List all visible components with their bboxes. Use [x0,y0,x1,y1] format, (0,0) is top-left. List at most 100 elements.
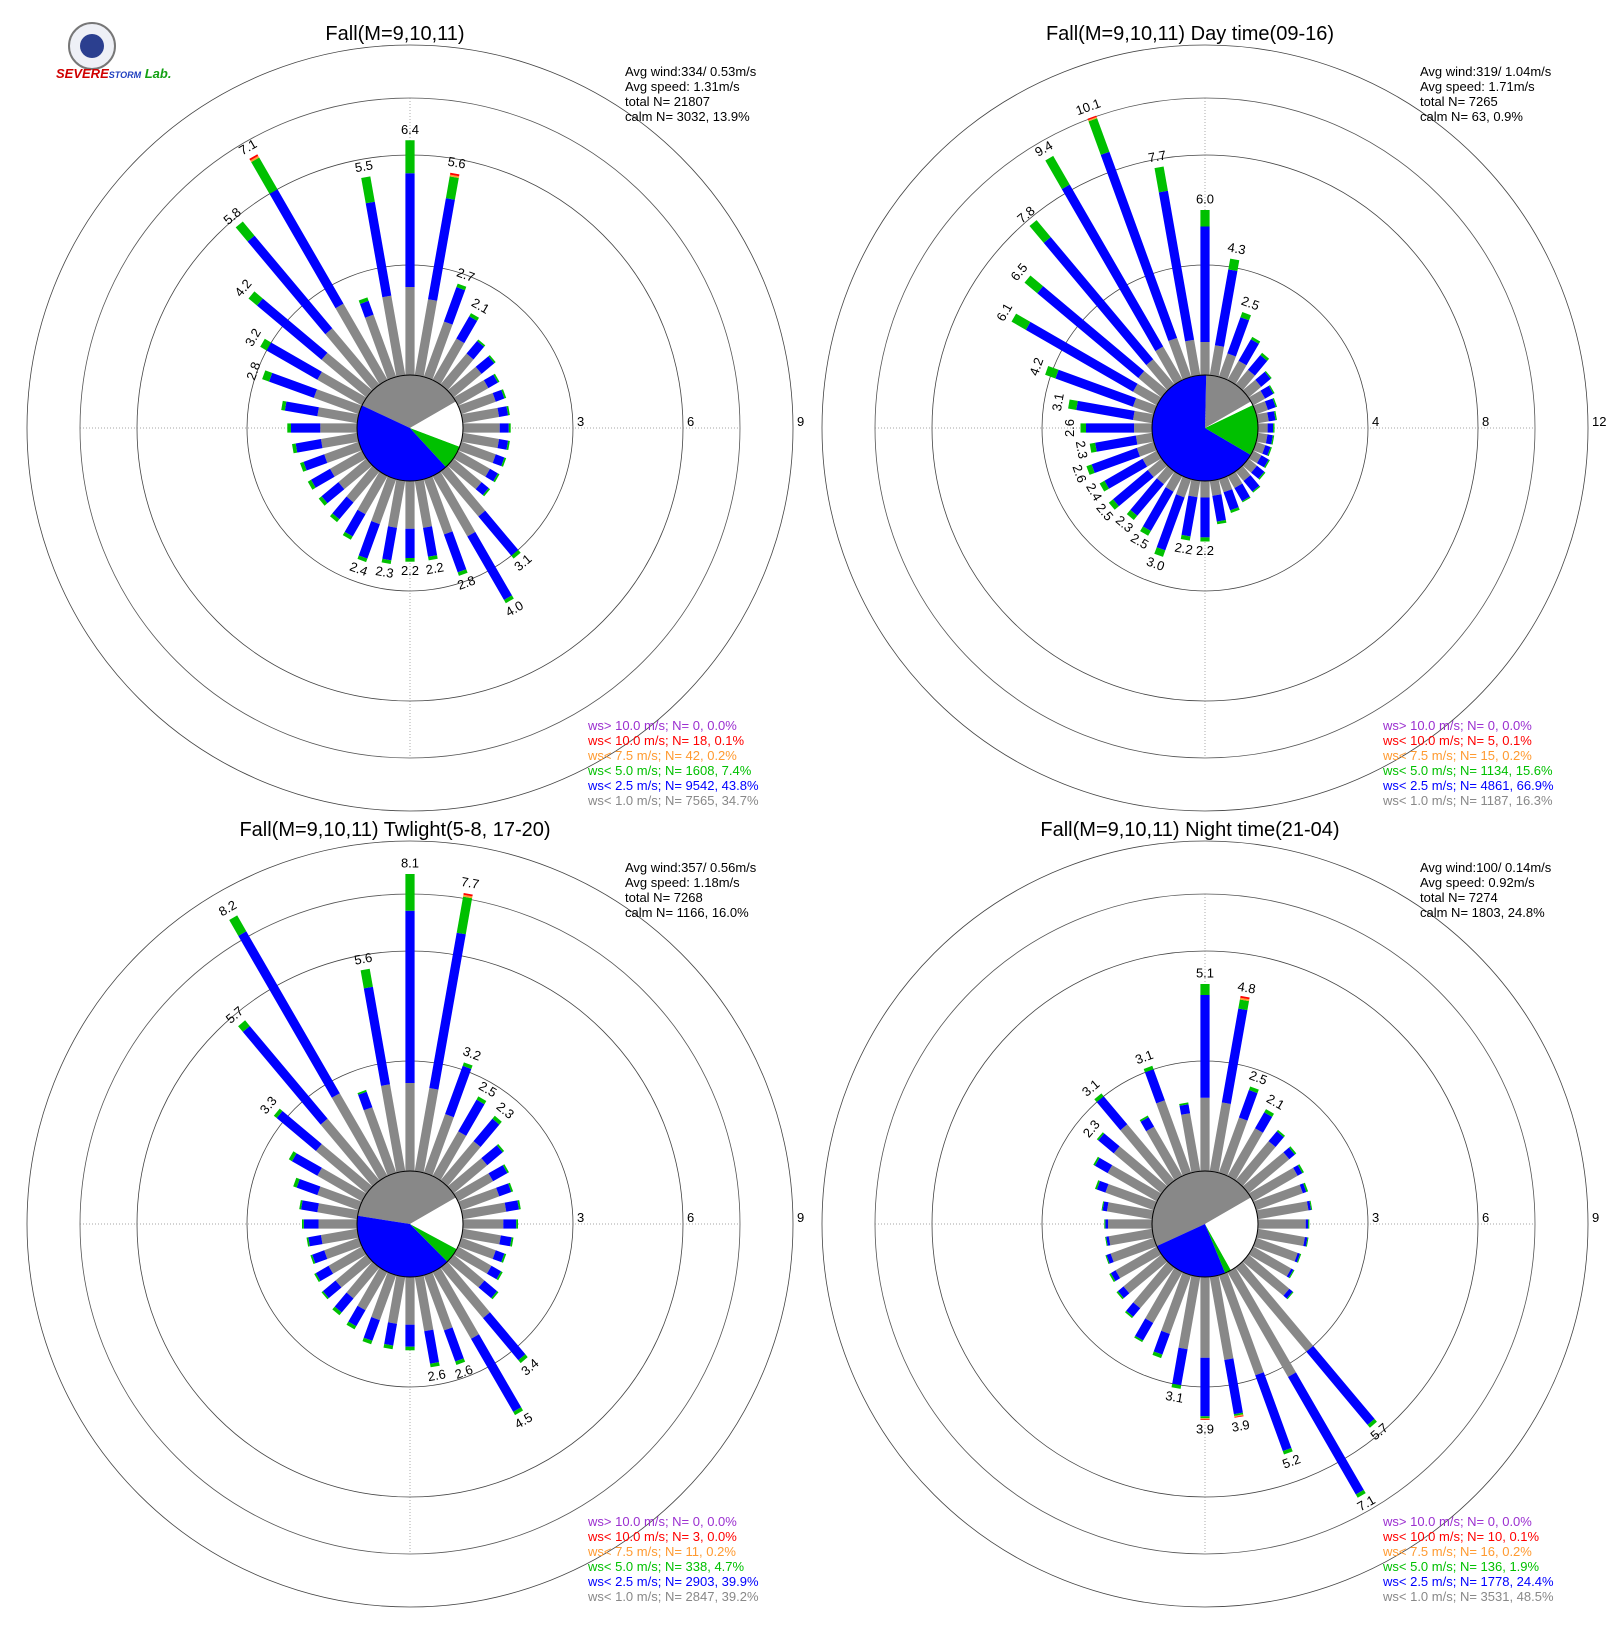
bar-label: 4.2 [1026,356,1046,378]
stats-line: Avg wind:357/ 0.56m/s [625,860,757,875]
bar-segment-green [293,1177,300,1188]
bar-segment-green [292,443,298,454]
bar-label: 2.2 [425,559,445,577]
bar-segment-blue [486,1265,502,1280]
bar-segment-green [1125,1310,1134,1319]
bar-segment-gray [1156,1100,1192,1176]
bar-segment-blue [1303,1237,1308,1247]
bar-segment-blue [1153,1330,1170,1355]
bar-segment-blue [315,1265,334,1282]
bar-segment-green [506,440,510,450]
bar-segment-green [1200,537,1210,542]
bar-label: 2.6 [1062,419,1077,437]
bar-segment-blue [1106,1253,1114,1264]
bar-segment-gray [1218,476,1233,493]
bar-segment-blue [443,287,466,325]
bar-segment-gray [1253,1237,1298,1262]
lab-seal-icon [68,22,116,70]
legend-entry: ws< 5.0 m/s; N= 338, 4.7% [587,1559,745,1574]
bar-segment-green [1108,499,1119,510]
bar-segment-blue [499,423,509,433]
ring-label: 3 [1372,1210,1379,1225]
ring-label: 3 [577,1210,584,1225]
bar-segment-gray [1248,390,1266,406]
bar-segment-blue [284,401,319,417]
bar-segment-gray [317,371,367,406]
bar-segment-green [1180,534,1191,541]
bar-segment-blue [1098,1133,1120,1154]
bar-segment-blue [1306,1200,1312,1211]
bar-segment-green [1105,1255,1110,1264]
bar-segment-green [299,1200,303,1210]
bar-segment-gray [1209,479,1222,496]
bar-segment-blue [429,932,466,1090]
bar-segment-gray [1227,1128,1263,1181]
bar-segment-gray [453,450,490,477]
panel-title: Fall(M=9,10,11) Night time(21-04) [1040,819,1339,841]
bar-segment-blue [1102,1201,1109,1212]
bar-segment-gray [1235,1261,1314,1352]
bar-segment-green [1273,423,1275,433]
bar-segment-green [260,338,272,351]
bar-label: 7.7 [460,874,480,892]
bar-segment-blue [247,235,333,335]
bar-label: 2.1 [1264,1091,1287,1113]
bar-segment-gray [405,287,415,375]
bar-segment-green [318,496,328,506]
calm-pie-slice [1205,401,1253,428]
bar-segment-gray [371,476,397,525]
bar-segment-blue [1106,1236,1111,1246]
bar-segment-gray [330,450,367,477]
bar-segment-green [248,291,263,306]
bar-segment-green [235,221,255,242]
panel-title: Fall(M=9,10,11) Twlight(5-8, 17-20) [239,819,550,841]
bar-segment-gray [414,1275,434,1332]
bar-segment-green [306,1237,310,1247]
bar-segment-green [1101,1201,1105,1211]
bar-segment-gray [1242,1254,1290,1296]
bar-segment-gray [388,1275,406,1324]
bar-segment-blue [1096,1096,1128,1131]
bar-segment-gray [363,1107,397,1176]
bar-segment-green [1200,1416,1210,1419]
bar-segment-gray [461,407,500,424]
bar-segment-green [358,297,369,304]
bar-segment-gray [1146,359,1175,391]
bar-segment-blue [1061,184,1164,352]
bar-label: 3.9 [1230,1417,1250,1435]
calm-pie-slice [356,405,446,482]
bar-segment-gray [405,1083,415,1171]
bar-segment-gray [447,1254,485,1288]
bar-segment-green [1171,1383,1182,1389]
bar-segment-blue [303,454,328,471]
bar-segment-green [1011,313,1031,330]
legend-entry: ws> 10.0 m/s; N= 0, 0.0% [1382,1514,1532,1529]
bar-segment-green [1272,398,1278,408]
bar-segment-blue [471,1334,522,1412]
stats-line: total N= 7265 [1420,94,1498,109]
bar-segment-blue [1214,269,1238,347]
bar-segment-blue [504,1200,519,1212]
bar-segment-green [1096,1132,1105,1141]
stats-line: Avg speed: 1.71m/s [1420,79,1535,94]
bar-segment-green [1238,999,1249,1011]
windrose-panel-1: 3 6 96.45.62.72.13.14.02.82.22.22.32.42.83… [26,23,804,812]
bar-segment-blue [1251,465,1265,479]
calm-pie-slice [356,1215,448,1277]
bar-label: 6.0 [1196,191,1214,206]
bar-segment-gray [1227,360,1247,385]
legend-entry: ws< 10.0 m/s; N= 10, 0.1% [1382,1529,1540,1544]
calm-pie-slice [1205,405,1259,455]
bar-segment-gray [463,423,500,433]
bar-segment-green [1268,385,1275,394]
bar-segment-gray [1145,1267,1183,1323]
ring-label: 12 [1592,414,1606,429]
bar-segment-gray [414,479,432,528]
bar-segment-blue [1140,1117,1155,1132]
bar-segment-blue [497,406,509,417]
bar-segment-gray [461,432,500,449]
bar-segment-blue [322,1280,342,1299]
bar-segment-gray [1242,1152,1290,1194]
bar-label: 3.2 [461,1043,483,1063]
stats-line: Avg wind:319/ 1.04m/s [1420,64,1552,79]
